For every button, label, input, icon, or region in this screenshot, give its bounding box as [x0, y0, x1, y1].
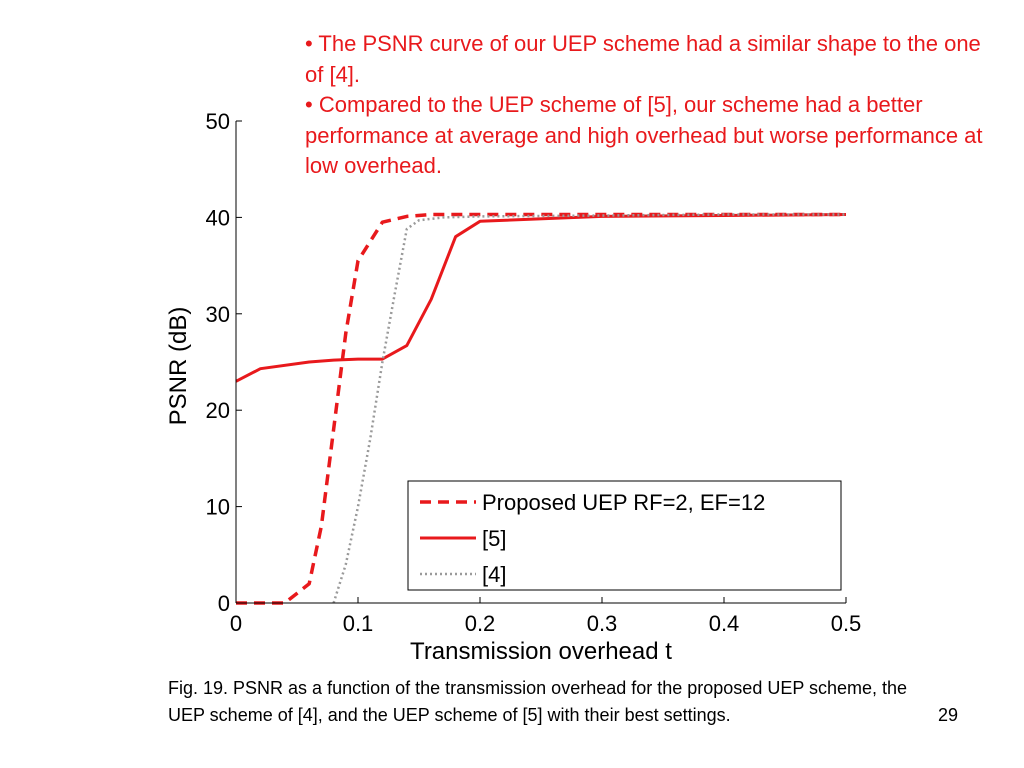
- y-tick-label: 10: [206, 495, 230, 520]
- x-tick-label: 0.1: [343, 611, 374, 636]
- y-tick-label: 40: [206, 205, 230, 230]
- y-tick-label: 20: [206, 398, 230, 423]
- x-axis-label: Transmission overhead t: [410, 638, 672, 665]
- legend-label-1: [5]: [482, 526, 506, 551]
- legend-box: [407, 480, 842, 591]
- series-line-0: [236, 212, 846, 605]
- y-tick-label: 0: [218, 591, 230, 616]
- series-line-2: [332, 213, 846, 604]
- legend-label-0: Proposed UEP RF=2, EF=12: [482, 490, 765, 515]
- bullet-list: • The PSNR curve of our UEP scheme had a…: [305, 29, 1005, 182]
- bullet-comparison-uep5: • Compared to the UEP scheme of [5], our…: [305, 92, 983, 178]
- figure-caption: Fig. 19. PSNR as a function of the trans…: [168, 678, 908, 725]
- x-tick-label: 0.4: [709, 611, 740, 636]
- x-tick-label: 0.5: [831, 611, 862, 636]
- y-axis-label: PSNR (dB): [165, 307, 192, 426]
- y-tick-label: 30: [206, 302, 230, 327]
- y-tick-label: 50: [206, 109, 230, 134]
- legend-label-2: [4]: [482, 562, 506, 587]
- x-tick-label: 0.2: [465, 611, 496, 636]
- x-tick-label: 0: [230, 611, 242, 636]
- x-tick-label: 0.3: [587, 611, 618, 636]
- page-number: 29: [938, 705, 959, 725]
- bullet-psnr-similar-shape: • The PSNR curve of our UEP scheme had a…: [305, 31, 981, 87]
- series-line-1: [235, 213, 847, 383]
